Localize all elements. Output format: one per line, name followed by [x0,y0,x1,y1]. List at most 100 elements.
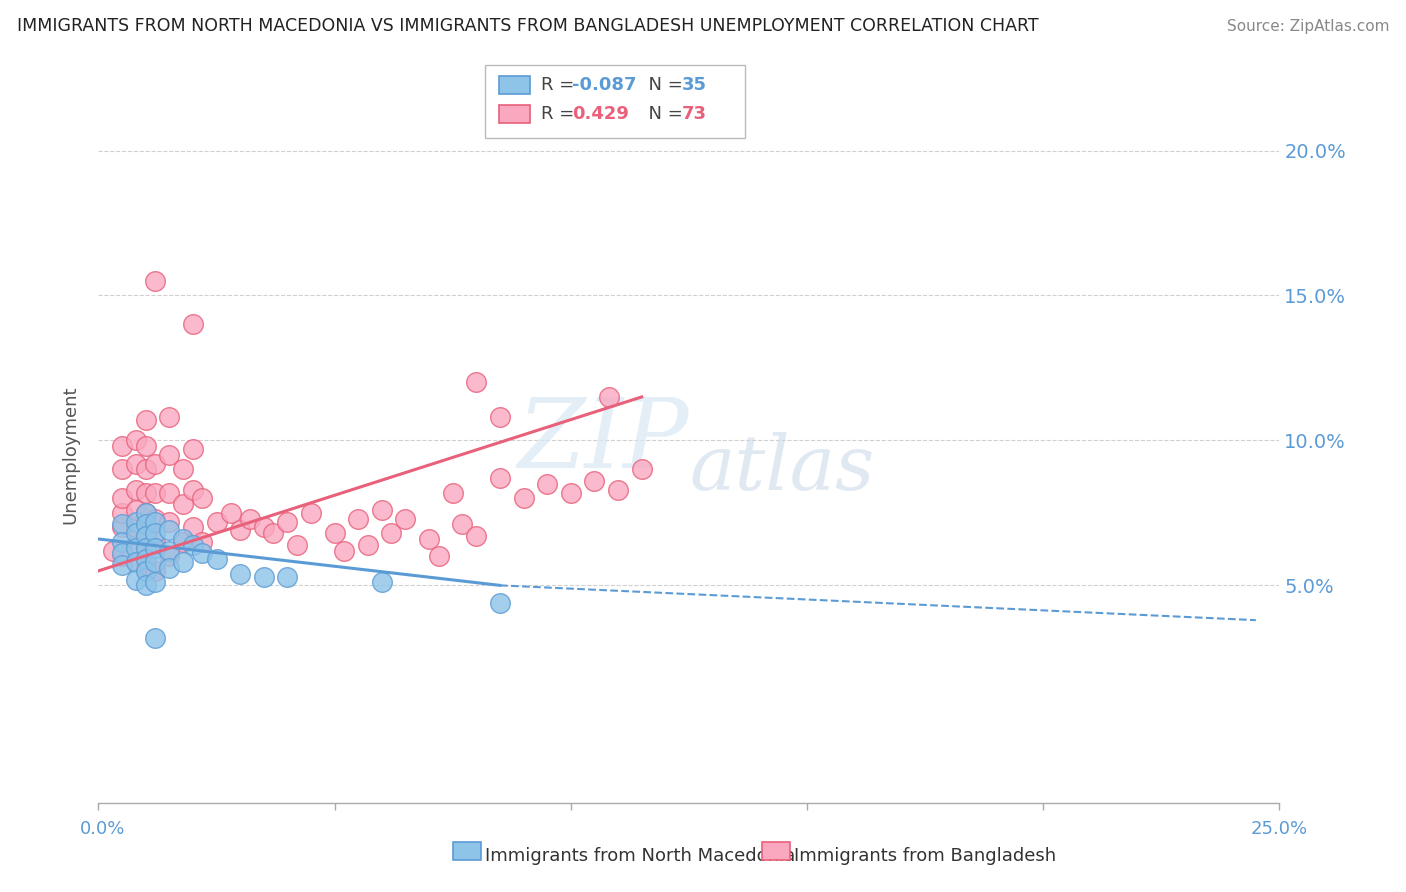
Point [560,485,582,500]
Point [111,520,134,534]
Point [143,274,166,288]
Text: Immigrants from Bangladesh: Immigrants from Bangladesh [794,847,1056,865]
Point [205,515,228,529]
Point [299,506,322,520]
Point [418,532,440,546]
Point [111,462,134,476]
Point [172,497,194,511]
Point [371,575,394,590]
Point [143,457,166,471]
Point [143,541,166,555]
Point [125,555,148,569]
Text: Immigrants from North Macedonia: Immigrants from North Macedonia [485,847,796,865]
Point [371,503,394,517]
Point [465,376,488,390]
Point [125,434,148,448]
Point [229,566,252,581]
Point [607,483,630,497]
Point [323,526,346,541]
Point [135,543,157,558]
Point [465,529,488,543]
Point [135,506,157,520]
Point [276,515,298,529]
Point [143,534,166,549]
Point [125,483,148,497]
Point [157,448,180,462]
Point [253,520,276,534]
Point [111,491,134,506]
Point [135,529,157,543]
Point [630,462,652,476]
Point [191,491,214,506]
Point [157,549,180,564]
Point [583,474,606,488]
Point [143,485,166,500]
Point [135,506,157,520]
Point [125,555,148,569]
Point [512,491,534,506]
Text: 0.429: 0.429 [572,105,628,123]
Point [111,546,134,561]
Point [101,543,124,558]
Point [172,555,194,569]
Point [598,390,620,404]
Text: atlas: atlas [689,432,875,506]
Point [536,476,558,491]
Point [125,515,148,529]
Point [111,439,134,453]
Point [135,578,157,592]
Point [111,506,134,520]
Point [135,561,157,575]
Point [489,471,512,485]
Point [285,538,308,552]
Point [143,526,166,541]
Point [427,549,450,564]
Point [143,631,166,645]
Point [239,511,262,525]
Point [489,596,512,610]
Point [125,538,148,552]
Point [111,558,134,573]
Point [111,549,134,564]
Text: Source: ZipAtlas.com: Source: ZipAtlas.com [1226,20,1389,34]
Text: IMMIGRANTS FROM NORTH MACEDONIA VS IMMIGRANTS FROM BANGLADESH UNEMPLOYMENT CORRE: IMMIGRANTS FROM NORTH MACEDONIA VS IMMIG… [17,17,1039,35]
Point [143,511,166,525]
Point [135,552,157,566]
Point [135,462,157,476]
Point [143,564,166,578]
Text: N =: N = [637,105,689,123]
Point [111,534,134,549]
Point [157,485,180,500]
Point [181,483,204,497]
Text: ZIP: ZIP [517,394,689,488]
Point [347,511,370,525]
Point [489,410,512,425]
Point [191,534,214,549]
Point [172,462,194,476]
Point [262,526,284,541]
Point [135,517,157,532]
Point [229,523,252,537]
Point [157,561,180,575]
Point [125,520,148,534]
Point [181,318,204,332]
Text: 25.0%: 25.0% [1251,820,1308,838]
Point [191,546,214,561]
Point [135,439,157,453]
Point [135,541,157,555]
Point [125,526,148,541]
Text: 35: 35 [682,76,707,94]
Point [135,485,157,500]
Point [357,538,380,552]
Point [172,532,194,546]
Point [135,564,157,578]
Point [135,413,157,427]
Text: N =: N = [637,76,689,94]
Text: R =: R = [541,105,581,123]
Point [125,573,148,587]
Point [394,511,416,525]
Point [143,575,166,590]
Point [157,515,180,529]
Point [143,515,166,529]
Point [333,543,356,558]
